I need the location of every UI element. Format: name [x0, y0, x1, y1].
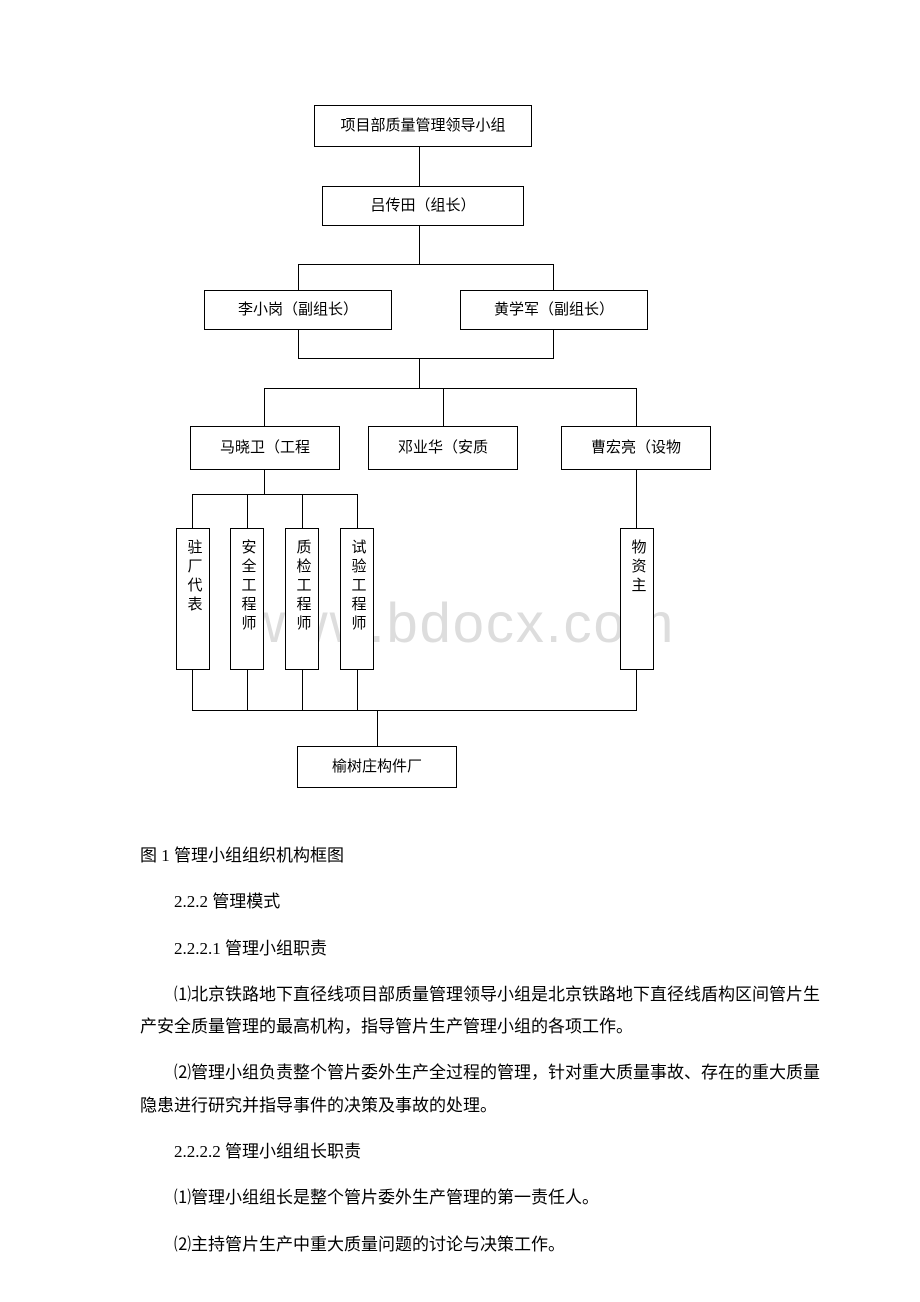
- section-heading: 2.2.2.2 管理小组组长职责: [140, 1136, 820, 1168]
- org-chart: www.bdocx.com 项目部质量管理领导小组 吕传田（组长） 李小岗（副组…: [0, 0, 920, 820]
- node-role5: 物资主: [620, 528, 654, 670]
- edge: [553, 330, 554, 358]
- node-root: 项目部质量管理领导小组: [314, 105, 532, 147]
- edge: [247, 670, 248, 710]
- paragraph: ⑴北京铁路地下直径线项目部质量管理领导小组是北京铁路地下直径线盾构区间管片生产安…: [140, 979, 820, 1044]
- node-role3: 质检工程师: [285, 528, 319, 670]
- edge: [302, 494, 303, 528]
- edge: [264, 388, 265, 426]
- node-role2: 安全工程师: [230, 528, 264, 670]
- node-dept1: 马晓卫（工程: [190, 426, 340, 470]
- edge: [298, 330, 299, 358]
- edge: [192, 494, 193, 528]
- edge: [192, 494, 357, 495]
- node-dept2: 邓业华（安质: [368, 426, 518, 470]
- figure-caption: 图 1 管理小组组织机构框图: [140, 840, 820, 872]
- edge: [636, 470, 637, 528]
- edge: [419, 147, 420, 186]
- edge: [192, 670, 193, 710]
- edge: [443, 388, 444, 426]
- edge: [419, 358, 420, 388]
- edge: [247, 494, 248, 528]
- edge: [553, 264, 554, 290]
- edge: [357, 494, 358, 528]
- section-heading: 2.2.2.1 管理小组职责: [140, 933, 820, 965]
- edge: [377, 710, 378, 746]
- node-deputy1: 李小岗（副组长）: [204, 290, 392, 330]
- edge: [636, 670, 637, 710]
- edge: [298, 358, 554, 359]
- edge: [298, 264, 554, 265]
- watermark: www.bdocx.com: [0, 590, 920, 655]
- edge: [264, 470, 265, 494]
- section-heading: 2.2.2 管理模式: [140, 886, 820, 918]
- edge: [192, 710, 637, 711]
- node-deputy2: 黄学军（副组长）: [460, 290, 648, 330]
- edge: [264, 388, 637, 389]
- edge: [302, 670, 303, 710]
- paragraph: ⑵主持管片生产中重大质量问题的讨论与决策工作。: [140, 1229, 820, 1261]
- edge: [419, 226, 420, 264]
- node-factory: 榆树庄构件厂: [297, 746, 457, 788]
- node-role1: 驻厂代表: [176, 528, 210, 670]
- edge: [636, 388, 637, 426]
- node-role4: 试验工程师: [340, 528, 374, 670]
- paragraph: ⑵管理小组负责整个管片委外生产全过程的管理，针对重大质量事故、存在的重大质量隐患…: [140, 1057, 820, 1122]
- node-dept3: 曹宏亮（设物: [561, 426, 711, 470]
- edge: [357, 670, 358, 710]
- node-leader: 吕传田（组长）: [322, 186, 524, 226]
- document-text: 图 1 管理小组组织机构框图 2.2.2 管理模式 2.2.2.1 管理小组职责…: [0, 820, 920, 1261]
- edge: [298, 264, 299, 290]
- paragraph: ⑴管理小组组长是整个管片委外生产管理的第一责任人。: [140, 1182, 820, 1214]
